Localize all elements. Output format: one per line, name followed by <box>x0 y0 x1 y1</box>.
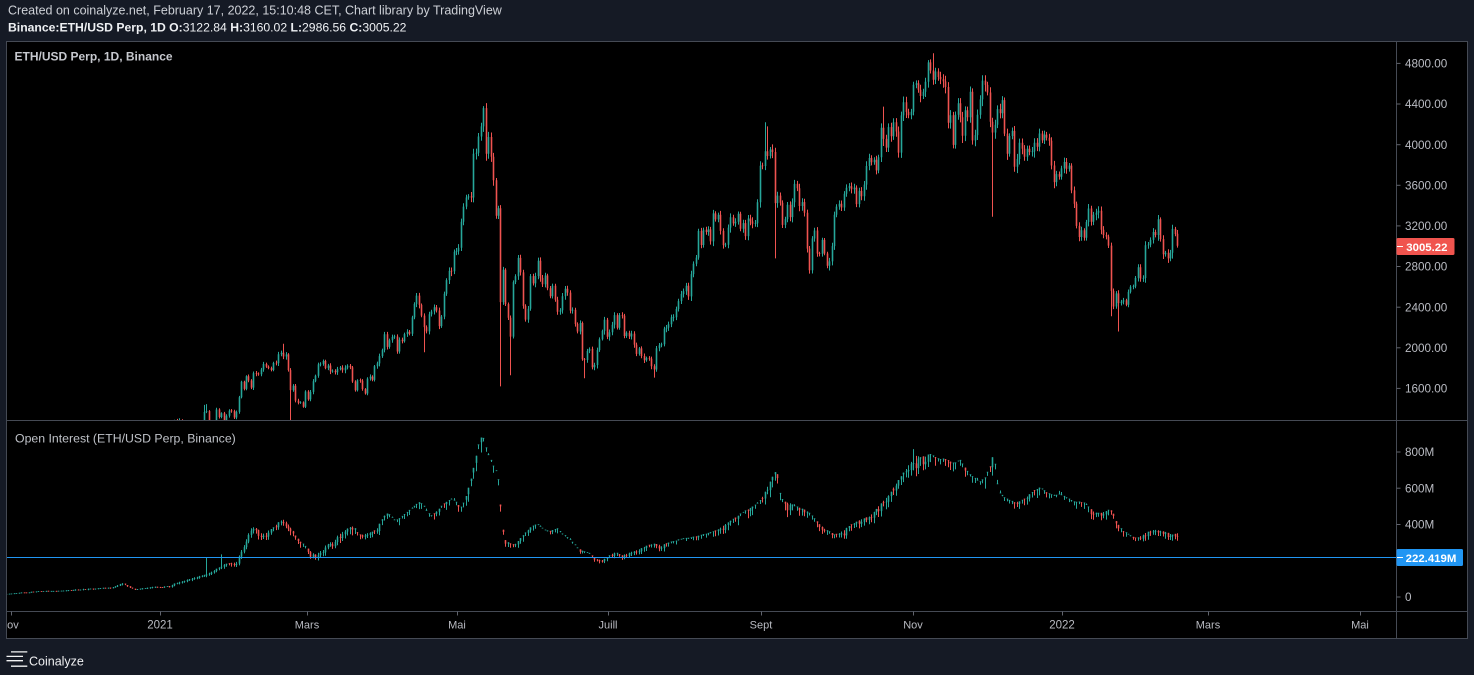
svg-text:600M: 600M <box>1405 482 1434 495</box>
svg-text:Juill: Juill <box>599 620 618 632</box>
svg-text:Created on coinalyze.net, Febr: Created on coinalyze.net, February 17, 2… <box>8 4 503 18</box>
svg-text:Mai: Mai <box>1351 620 1369 632</box>
svg-text:3600.00: 3600.00 <box>1405 180 1448 193</box>
svg-text:400M: 400M <box>1405 519 1434 532</box>
svg-text:Mars: Mars <box>295 620 320 632</box>
svg-text:2400.00: 2400.00 <box>1405 301 1448 314</box>
svg-text:Mai: Mai <box>448 620 466 632</box>
svg-text:222.419M: 222.419M <box>1406 553 1457 565</box>
svg-text:Sept: Sept <box>750 620 773 632</box>
svg-text:2021: 2021 <box>147 620 173 632</box>
svg-text:4400.00: 4400.00 <box>1405 98 1448 111</box>
svg-text:Nov: Nov <box>903 620 923 632</box>
svg-text:4000.00: 4000.00 <box>1405 139 1448 152</box>
svg-text:2800.00: 2800.00 <box>1405 261 1448 274</box>
svg-text:3200.00: 3200.00 <box>1405 220 1448 233</box>
svg-text:ETH/USD Perp, 1D, Binance: ETH/USD Perp, 1D, Binance <box>15 50 173 64</box>
svg-text:1600.00: 1600.00 <box>1405 383 1448 396</box>
svg-text:Coinalyze: Coinalyze <box>29 655 84 669</box>
svg-text:800M: 800M <box>1405 446 1434 459</box>
svg-text:0: 0 <box>1405 591 1412 604</box>
svg-text:3005.22: 3005.22 <box>1406 242 1447 254</box>
svg-text:4800.00: 4800.00 <box>1405 58 1448 71</box>
svg-text:Mars: Mars <box>1196 620 1221 632</box>
svg-text:2000.00: 2000.00 <box>1405 342 1448 355</box>
svg-text:Binance:ETH/USD Perp, 1D O:312: Binance:ETH/USD Perp, 1D O:3122.84 H:316… <box>8 20 407 34</box>
svg-text:2022: 2022 <box>1049 620 1075 632</box>
svg-text:Open Interest (ETH/USD Perp, B: Open Interest (ETH/USD Perp, Binance) <box>15 432 236 446</box>
svg-text:Nov: Nov <box>0 620 19 632</box>
